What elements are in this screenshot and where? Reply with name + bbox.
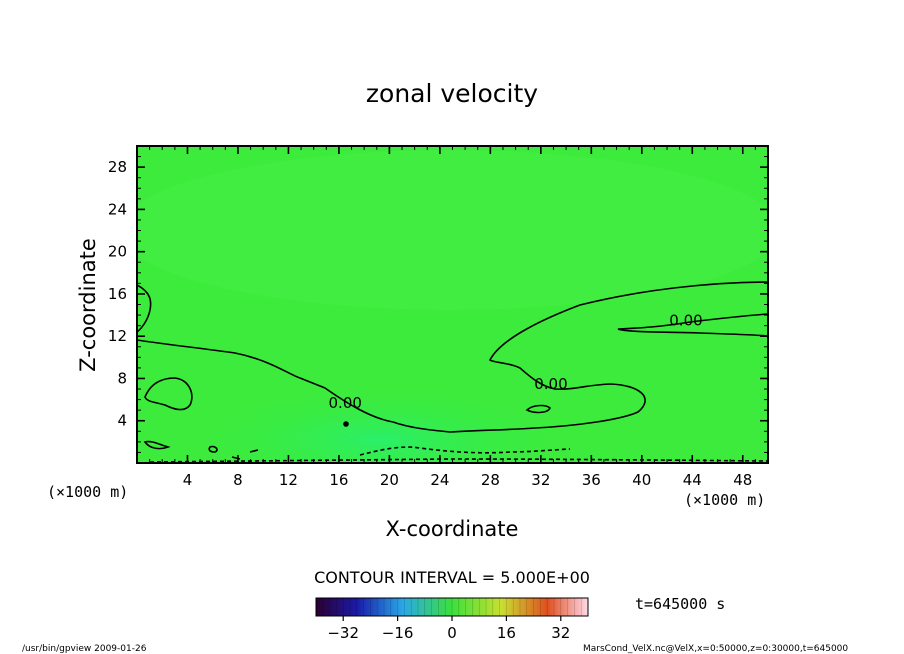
footer-right: MarsCond_VelX.nc@VelX,x=0:50000,z=0:3000… <box>583 644 848 654</box>
contour-label: 0.00 <box>329 394 362 412</box>
chart-title: zonal velocity <box>366 79 538 108</box>
x-tick-label: 32 <box>531 471 550 489</box>
colorbar-tick-label: −32 <box>327 624 359 642</box>
contour-bottom-dashed-2 <box>149 458 768 463</box>
footer-left: /usr/bin/gpview 2009-01-26 <box>22 644 147 654</box>
contour-small-loop <box>525 404 551 414</box>
colorbar-tick-label: 16 <box>497 624 516 642</box>
y-tick-label: 24 <box>108 200 127 218</box>
x-tick-label: 16 <box>329 471 348 489</box>
x-tick-label: 24 <box>430 471 449 489</box>
colorbar-tick-label: −16 <box>382 624 414 642</box>
y-axis: 4 8 12 16 20 24 28 <box>108 156 768 453</box>
x-tick-label: 4 <box>183 471 193 489</box>
contour-speck-2 <box>249 449 259 453</box>
time-label: t=645000 s <box>635 595 725 613</box>
y-tick-label: 4 <box>117 412 127 430</box>
contour-upper-right <box>617 313 768 337</box>
x-tick-label: 48 <box>733 471 752 489</box>
contour-label: 0.00 <box>669 312 702 330</box>
y-axis-label: Z-coordinate <box>76 238 100 372</box>
x-unit-left: (×1000 m) <box>47 483 128 501</box>
x-tick-label: 40 <box>632 471 651 489</box>
x-tick-label: 28 <box>481 471 500 489</box>
x-tick-label: 36 <box>582 471 601 489</box>
colorbar-ticks: −32 −16 0 16 32 <box>327 616 570 642</box>
contour-labels: 0.00 0.00 0.00 <box>329 312 703 412</box>
heatmap-weak-region <box>180 385 580 463</box>
contour-speck-1 <box>208 445 218 453</box>
contour-bottom-dashed <box>359 446 571 456</box>
x-axis-label: X-coordinate <box>386 517 519 541</box>
x-tick-label: 8 <box>233 471 243 489</box>
contour-bottom-left <box>143 440 171 450</box>
contour-interval: CONTOUR INTERVAL = 5.000E+00 <box>314 568 590 587</box>
y-tick-label: 20 <box>108 243 127 261</box>
y-tick-label: 8 <box>117 369 127 387</box>
contour-left-top <box>137 284 152 333</box>
x-tick-label: 12 <box>279 471 298 489</box>
contour-label: 0.00 <box>534 375 567 393</box>
x-axis: 4 8 12 16 20 24 28 32 36 40 44 48 <box>149 146 756 489</box>
contour-dot <box>343 421 349 427</box>
heatmap-upper-region <box>137 150 768 310</box>
x-tick-label: 20 <box>380 471 399 489</box>
contour-main <box>137 281 768 433</box>
x-tick-label: 44 <box>683 471 702 489</box>
y-tick-label: 16 <box>108 285 127 303</box>
colorbar-tick-label: 0 <box>447 624 457 642</box>
y-tick-label: 12 <box>108 327 127 345</box>
x-unit-right: (×1000 m) <box>684 491 765 509</box>
y-tick-label: 28 <box>108 158 127 176</box>
contour-left-loop <box>144 377 193 411</box>
colorbar-stripes <box>315 598 589 616</box>
contour-lines <box>137 281 768 463</box>
colorbar-tick-label: 32 <box>551 624 570 642</box>
plot-area: 0.00 0.00 0.00 <box>137 146 768 463</box>
